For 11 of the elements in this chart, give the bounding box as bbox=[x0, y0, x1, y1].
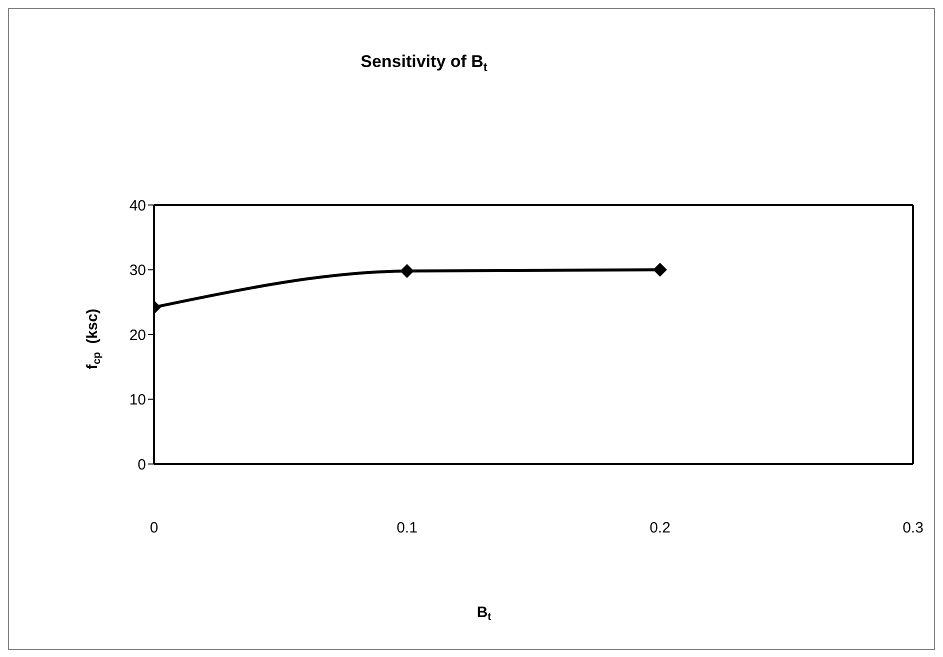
y-tick-label: 0 bbox=[138, 456, 146, 474]
chart-title: Sensitivity of B$_{t}$ bbox=[360, 52, 488, 74]
y-tick-label: 20 bbox=[129, 326, 146, 344]
x-tick-label: 0 bbox=[150, 520, 158, 537]
x-axis-title: B$_{t}$ bbox=[476, 604, 492, 624]
x-tick-label: 0.2 bbox=[650, 520, 670, 537]
y-tick-label: 40 bbox=[129, 197, 146, 214]
x-tick-label: 0.1 bbox=[396, 520, 418, 537]
y-tick-label: 30 bbox=[129, 262, 146, 280]
y-tick-label: 10 bbox=[129, 392, 146, 409]
x-tick-label: 0.3 bbox=[902, 520, 924, 537]
